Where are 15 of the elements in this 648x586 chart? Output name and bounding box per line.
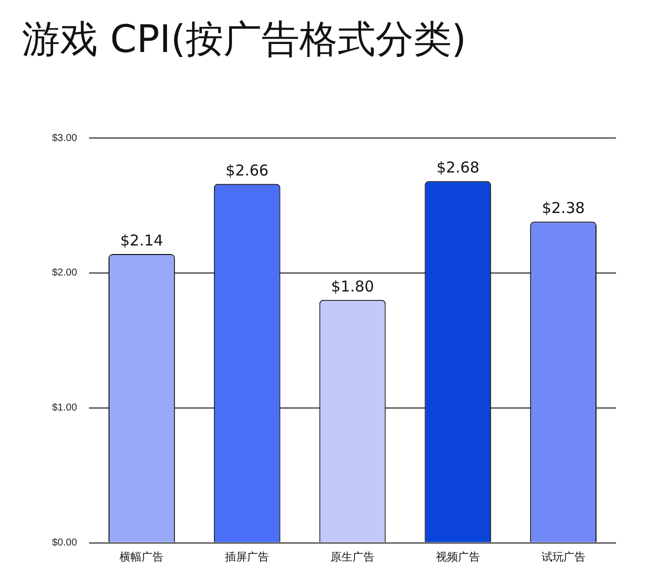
y-tick-label: $0.00 (52, 538, 78, 549)
data-label: $2.66 (226, 161, 269, 180)
x-tick-label: 视频广告 (436, 550, 480, 564)
y-tick-label: $3.00 (52, 132, 78, 144)
data-label: $2.14 (120, 231, 164, 250)
x-tick-label: 横幅广告 (120, 550, 164, 564)
x-tick-label: 原生广告 (330, 550, 375, 564)
x-tick-label: 插屏广告 (225, 550, 270, 564)
x-tick-label: 试玩广告 (541, 550, 586, 564)
y-tick-label: $1.00 (52, 402, 78, 414)
data-label: $1.80 (331, 277, 374, 296)
y-tick-label: $2.00 (52, 268, 78, 279)
data-label: $2.68 (436, 158, 480, 177)
chart-title: 游戏 CPI(按广告格式分类) (22, 16, 466, 63)
data-label: $2.38 (542, 199, 585, 218)
